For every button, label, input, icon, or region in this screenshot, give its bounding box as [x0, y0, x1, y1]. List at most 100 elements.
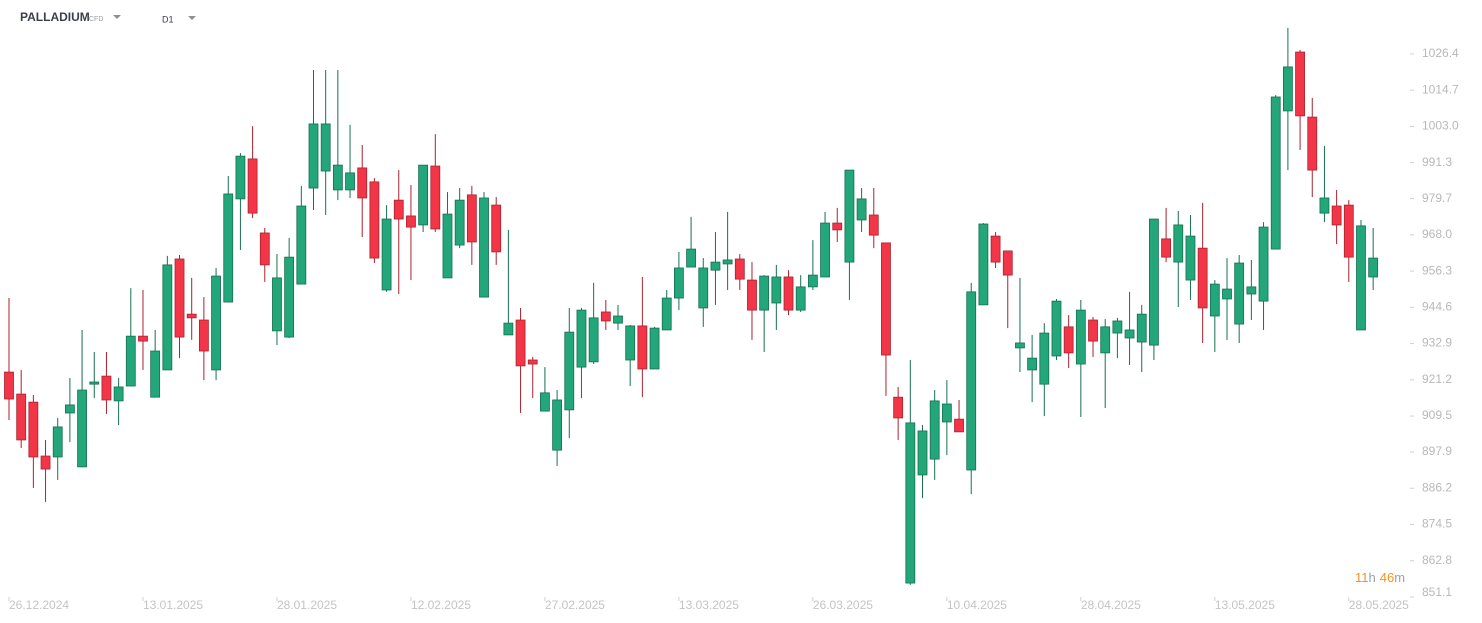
y-tick-label: 991.3: [1422, 155, 1452, 169]
candle-body: [77, 389, 87, 468]
candle-body: [795, 286, 806, 311]
candle-body: [479, 197, 489, 298]
candle-body: [1161, 238, 1171, 258]
candle-body: [552, 399, 562, 451]
y-tick-label: 1026.4: [1422, 46, 1459, 60]
y-tick-label: 932.9: [1422, 336, 1452, 350]
candle-body: [1246, 286, 1257, 295]
candle-body: [1295, 51, 1305, 117]
candle-body: [1051, 300, 1062, 357]
y-tick-label: 979.7: [1422, 191, 1452, 205]
candle-body: [40, 455, 51, 470]
x-tick-label: 28.01.2025: [277, 598, 337, 612]
candle-body: [369, 181, 380, 259]
candle-body: [515, 319, 526, 367]
candle-body: [1027, 357, 1038, 371]
candle-body: [1209, 283, 1220, 317]
x-tick-label: 13.01.2025: [143, 598, 203, 612]
x-tick-label: 13.03.2025: [679, 598, 739, 612]
candle-body: [430, 165, 441, 230]
candle-body: [686, 248, 696, 268]
candle-body: [211, 275, 221, 371]
candle-body: [576, 309, 587, 368]
candle-body: [1100, 326, 1111, 354]
candle-body: [917, 430, 928, 476]
candle-body: [272, 277, 282, 332]
candle-body: [198, 319, 209, 352]
candle-body: [1173, 224, 1184, 263]
candle-body: [893, 396, 904, 419]
candle-body: [406, 215, 416, 228]
candle-body: [966, 291, 977, 471]
candle-body: [1112, 320, 1123, 334]
candle-body: [320, 123, 331, 172]
candle-body: [235, 155, 246, 200]
candle-body: [1124, 329, 1135, 339]
candle-body: [625, 325, 636, 361]
candle-body: [1234, 262, 1245, 325]
candle-body: [345, 172, 355, 191]
candle-body: [1136, 313, 1147, 343]
countdown-minutes: 46: [1380, 570, 1394, 585]
candle-body: [722, 259, 733, 265]
candle-body: [418, 164, 429, 226]
candle-body: [442, 213, 453, 279]
candle-body: [332, 164, 343, 191]
timeframe-dropdown[interactable]: [188, 16, 196, 20]
x-tick-label: 12.02.2025: [411, 598, 471, 612]
candle-body: [1331, 205, 1342, 226]
instrument-name[interactable]: PALLADIUM: [20, 10, 90, 24]
candle-body: [454, 199, 465, 246]
candle-body: [1149, 218, 1159, 346]
candle-body: [52, 426, 63, 458]
candle-body: [1343, 204, 1354, 258]
candle-body: [588, 317, 599, 363]
candle-body: [941, 403, 952, 423]
candle-body: [844, 169, 855, 263]
candle-body: [600, 311, 611, 322]
candle-body: [929, 400, 940, 460]
y-tick-label: 944.6: [1422, 300, 1452, 314]
candle-body: [247, 158, 258, 214]
countdown-hours: 11: [1355, 570, 1369, 585]
candle-body: [540, 392, 550, 412]
candle-body: [1368, 257, 1379, 278]
candle-body: [527, 359, 538, 365]
candle-body: [65, 404, 75, 414]
x-tick-label: 26.03.2025: [813, 598, 873, 612]
candle-body: [4, 371, 14, 400]
y-tick-label: 851.1: [1422, 585, 1452, 599]
x-tick-label: 10.04.2025: [947, 598, 1007, 612]
candle-body: [856, 198, 867, 221]
x-tick-label: 27.02.2025: [545, 598, 605, 612]
candle-body: [1283, 66, 1293, 112]
y-tick-label: 921.2: [1422, 372, 1452, 386]
candle-body: [1319, 197, 1330, 214]
x-tick-label: 28.05.2025: [1349, 598, 1409, 612]
candle-body: [868, 214, 879, 236]
y-tick-label: 874.5: [1422, 517, 1452, 531]
candle-body: [661, 297, 672, 331]
candle-body: [357, 167, 368, 199]
candle-body: [1270, 96, 1281, 250]
candle-body: [820, 222, 830, 278]
y-tick-label: 862.8: [1422, 553, 1452, 567]
candle-body: [954, 418, 964, 433]
candle-body: [113, 386, 124, 402]
x-tick-label: 26.12.2024: [9, 598, 69, 612]
candle-body: [16, 393, 27, 441]
candle-body: [783, 276, 794, 311]
countdown-minutes-unit: m: [1394, 570, 1405, 585]
timeframe[interactable]: D1: [162, 14, 174, 24]
candle-body: [1185, 235, 1196, 281]
candle-body: [734, 258, 745, 280]
candle-body: [223, 193, 234, 303]
instrument-dropdown[interactable]: [113, 15, 121, 19]
candle-body: [771, 276, 782, 304]
candle-body: [1002, 250, 1013, 276]
candle-body: [710, 261, 721, 271]
candle-body: [125, 335, 136, 387]
candle-body: [186, 313, 197, 319]
candle-body: [308, 123, 319, 189]
